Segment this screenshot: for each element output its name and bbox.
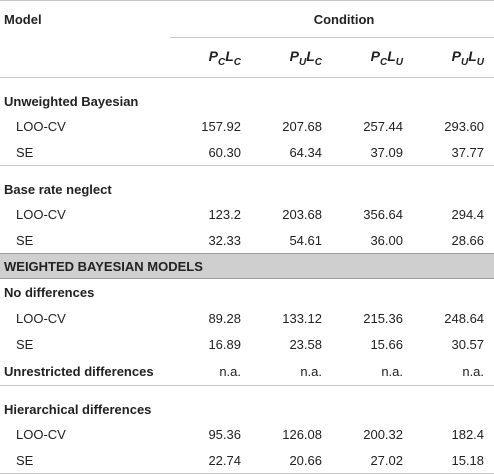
model-header: Model [0,0,170,38]
cell: 89.28 [208,310,241,326]
col-pc-lc: PCLC [170,37,251,78]
cell: n.a. [381,363,403,379]
cell: 123.2 [208,206,241,222]
cell: 257.44 [363,118,403,134]
table-row: LOO-CV 95.36 126.08 200.32 182.4 [0,421,494,447]
group-title: Hierarchical differences [0,385,494,421]
section-band-label: WEIGHTED BAYESIAN MODELS [0,253,494,279]
cell: 15.66 [370,336,403,352]
cell: 27.02 [332,447,413,474]
cell: n.a. [462,363,485,379]
cell: 356.64 [363,206,403,222]
cell: 32.33 [208,232,241,248]
group-title: Base rate neglect [0,165,494,201]
section-band: WEIGHTED BAYESIAN MODELS [0,253,494,279]
cell: n.a. [300,363,322,379]
col-pc-lu: PCLU [332,37,413,78]
row-label: LOO-CV [16,426,66,442]
row-label: LOO-CV [16,206,66,222]
row-label: SE [16,336,34,352]
group-unweighted: Unweighted Bayesian [0,78,494,114]
cell: 37.77 [451,144,485,160]
cell: 294.4 [451,206,485,222]
cell: 15.18 [413,447,494,474]
table-row: SE 22.74 20.66 27.02 15.18 [0,447,494,474]
table-row: SE 32.33 54.61 36.00 28.66 [0,227,494,254]
col-pu-lu: PULU [413,37,494,78]
cell: 293.60 [444,118,485,134]
col-pu-lc: PULC [251,37,332,78]
cell: 23.58 [289,336,322,352]
cell: 200.32 [363,426,403,442]
cell: 126.08 [282,426,322,442]
group-title: No differences [4,284,95,300]
group-title: Unrestricted differences [4,363,154,379]
group-title: Unweighted Bayesian [4,94,139,109]
row-label: LOO-CV [16,310,66,326]
cell: 215.36 [363,310,403,326]
row-label: SE [16,144,34,160]
row-label: SE [16,232,34,248]
cell: 28.66 [451,232,485,248]
cell: 54.61 [289,232,322,248]
subheader-empty [0,37,170,78]
table-row: SE 60.30 64.34 37.09 37.77 [0,139,494,166]
cell: 248.64 [444,310,485,326]
cell: 37.09 [370,144,403,160]
condition-header: Condition [170,0,494,38]
table-row: SE 16.89 23.58 15.66 30.57 [0,331,494,357]
cell: 20.66 [251,447,332,474]
table-row: LOO-CV 123.2 203.68 356.64 294.4 [0,201,494,227]
group-unrestricted: Unrestricted differences n.a. n.a. n.a. … [0,357,494,386]
cell: 16.89 [208,336,241,352]
group-hierarchical: Hierarchical differences [0,385,494,421]
table-row: LOO-CV 89.28 133.12 215.36 248.64 [0,305,494,331]
cell: 157.92 [201,118,241,134]
group-no-differences: No differences [0,279,494,306]
cell: 203.68 [282,206,322,222]
row-label: SE [0,447,170,474]
cell: 60.30 [208,144,241,160]
cell: n.a. [219,363,241,379]
cell: 64.34 [289,144,322,160]
row-label: LOO-CV [16,118,66,134]
cell: 207.68 [282,118,322,134]
cell: 22.74 [170,447,251,474]
header-row: Model Condition [0,0,494,38]
cell: 133.12 [282,310,322,326]
cell: 36.00 [370,232,403,248]
table-row: LOO-CV 157.92 207.68 257.44 293.60 [0,113,494,139]
cell: 30.57 [451,336,485,352]
subheader-row: PCLC PULC PCLU PULU [0,37,494,78]
group-base-rate: Base rate neglect [0,165,494,201]
cell: 95.36 [208,426,241,442]
cell: 182.4 [451,426,485,442]
